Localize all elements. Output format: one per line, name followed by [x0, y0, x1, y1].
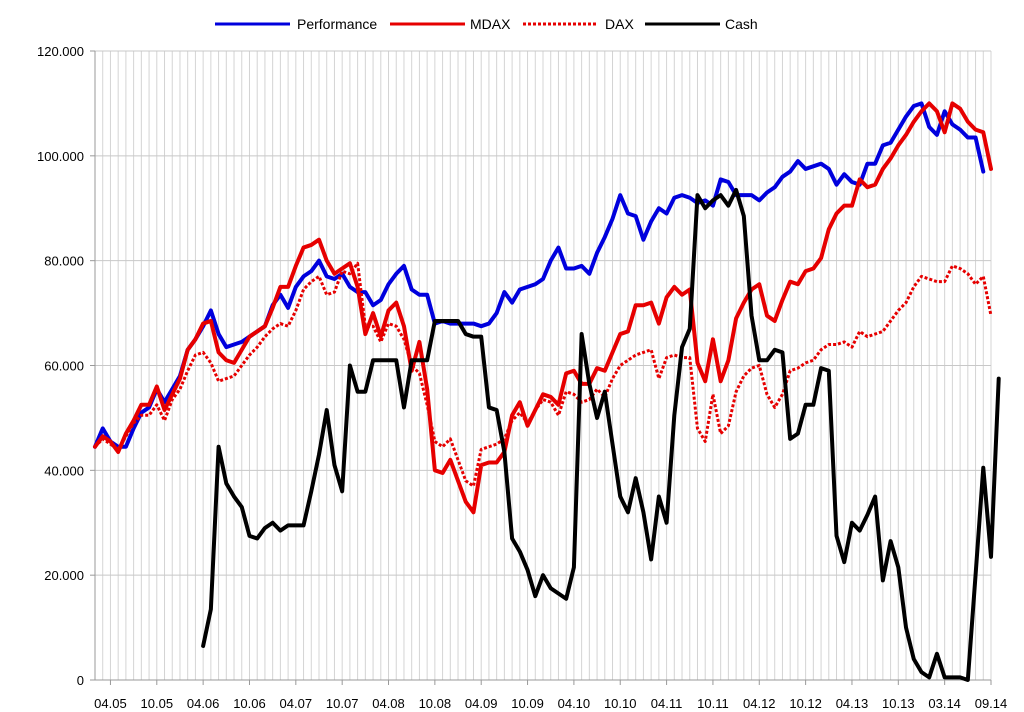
x-tick-label: 10.10 [604, 696, 637, 711]
x-tick-label: 10.08 [419, 696, 452, 711]
x-tick-label: 04.11 [651, 696, 683, 711]
x-tick-label: 04.05 [94, 696, 127, 711]
series-line-cash [201, 187, 1001, 682]
y-tick-label: 20.000 [44, 568, 84, 583]
series-line-mdax [93, 101, 993, 515]
y-tick-label: 120.000 [37, 44, 84, 59]
y-tick-label: 100.000 [37, 149, 84, 164]
legend-label-cash: Cash [725, 16, 758, 32]
x-tick-label: 10.05 [141, 696, 174, 711]
x-tick-label: 04.12 [743, 696, 776, 711]
axes: 0 20.000 40.000 60.000 80.000 100.000 120.000 0… [37, 44, 1007, 711]
x-tick-label: 10.09 [511, 696, 544, 711]
legend-label-mdax: MDAX [470, 16, 511, 32]
x-tick-label: 10.11 [697, 696, 729, 711]
x-tick-label: 04.08 [372, 696, 405, 711]
x-tick-label: 04.09 [465, 696, 498, 711]
x-tick-label: 09.14 [975, 696, 1008, 711]
x-tick-label: 04.07 [280, 696, 313, 711]
grid [94, 50, 992, 681]
legend: Performance MDAX DAX Cash [215, 16, 758, 32]
x-tick-label: 04.10 [558, 696, 591, 711]
series-line-performance [93, 101, 986, 449]
legend-label-dax: DAX [605, 16, 634, 32]
x-tick-label: 03.14 [928, 696, 961, 711]
x-tick-label: 10.06 [233, 696, 266, 711]
series-line-dax [93, 261, 993, 488]
y-tick-label: 0 [77, 673, 84, 688]
x-tick-label: 10.13 [882, 696, 915, 711]
x-tick-label: 04.13 [836, 696, 869, 711]
x-tick-label: 10.12 [789, 696, 822, 711]
legend-label-performance: Performance [297, 16, 377, 32]
x-tick-label: 04.06 [187, 696, 220, 711]
y-tick-label: 60.000 [44, 359, 84, 374]
x-tick-label: 10.07 [326, 696, 359, 711]
y-tick-label: 80.000 [44, 254, 84, 269]
series-lines [93, 101, 1001, 682]
y-tick-label: 40.000 [44, 463, 84, 478]
